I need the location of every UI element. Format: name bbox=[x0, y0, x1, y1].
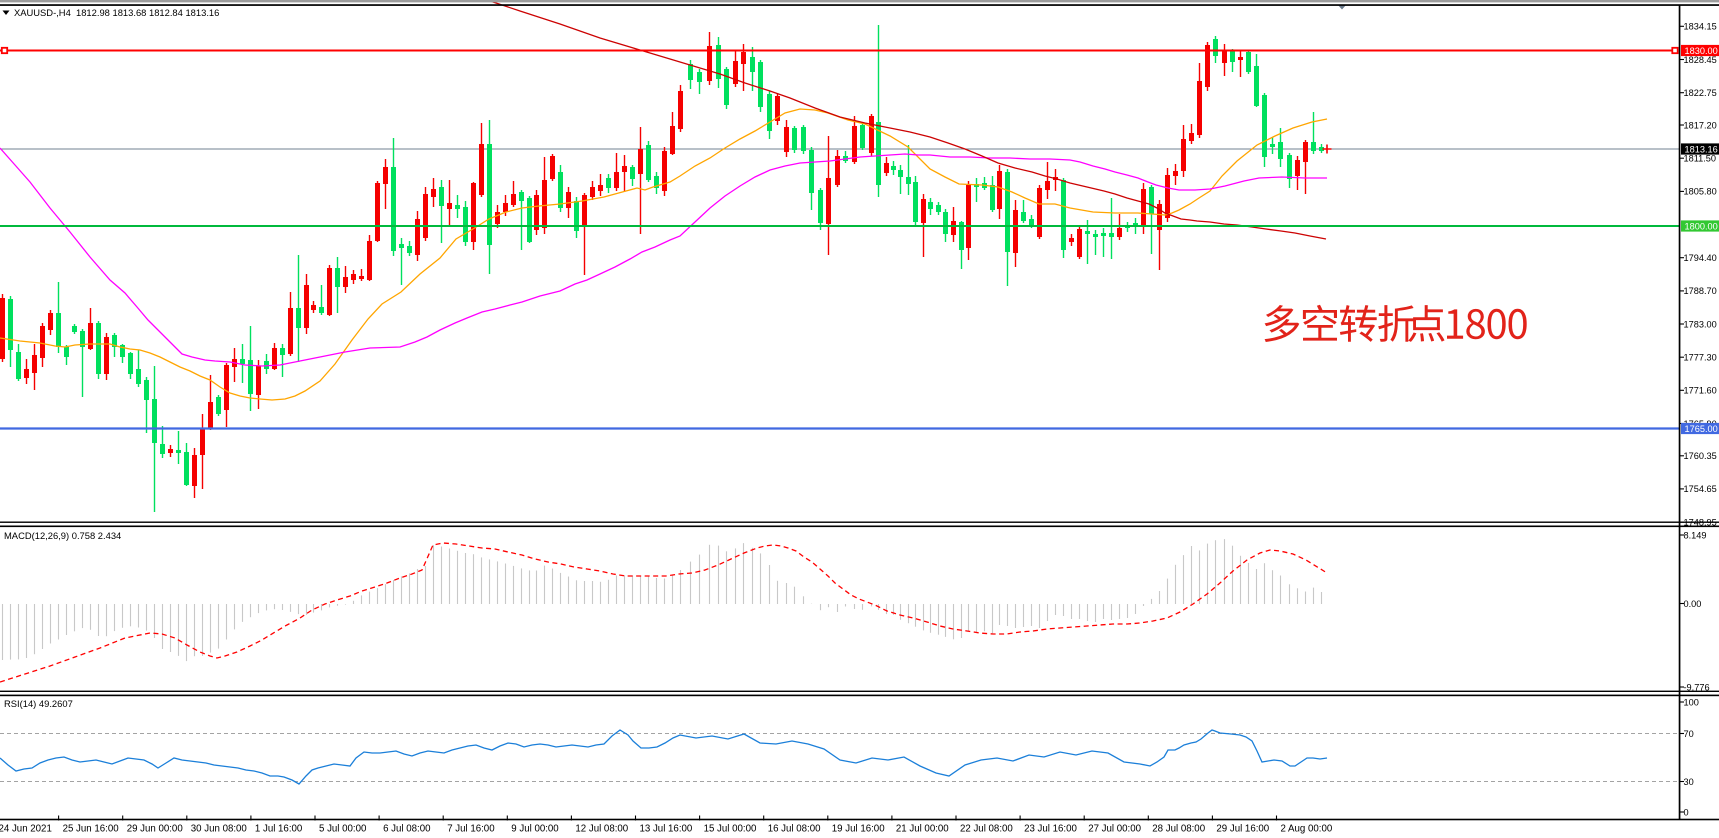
svg-text:MACD(12,26,9) 0.758 2.434: MACD(12,26,9) 0.758 2.434 bbox=[4, 530, 121, 541]
svg-text:29 Jul 16:00: 29 Jul 16:00 bbox=[1216, 824, 1269, 835]
svg-text:1800.00: 1800.00 bbox=[1685, 221, 1718, 231]
svg-text:8.149: 8.149 bbox=[1684, 530, 1707, 540]
svg-text:1777.30: 1777.30 bbox=[1684, 353, 1717, 363]
svg-text:0.00: 0.00 bbox=[1684, 599, 1702, 609]
svg-text:0: 0 bbox=[1684, 807, 1689, 817]
svg-text:28 Jul 08:00: 28 Jul 08:00 bbox=[1152, 824, 1205, 835]
svg-text:21 Jul 00:00: 21 Jul 00:00 bbox=[896, 824, 949, 835]
svg-text:13 Jul 16:00: 13 Jul 16:00 bbox=[640, 824, 693, 835]
svg-text:1817.20: 1817.20 bbox=[1684, 120, 1717, 130]
svg-text:25 Jun 16:00: 25 Jun 16:00 bbox=[63, 824, 120, 835]
svg-text:29 Jun 00:00: 29 Jun 00:00 bbox=[127, 824, 184, 835]
svg-text:1765.00: 1765.00 bbox=[1685, 424, 1718, 434]
svg-text:6 Jul 08:00: 6 Jul 08:00 bbox=[383, 824, 431, 835]
svg-text:22 Jul 08:00: 22 Jul 08:00 bbox=[960, 824, 1013, 835]
svg-text:1754.65: 1754.65 bbox=[1684, 484, 1717, 494]
svg-text:100: 100 bbox=[1684, 697, 1699, 707]
svg-text:-9.776: -9.776 bbox=[1684, 682, 1710, 692]
svg-text:9 Jul 00:00: 9 Jul 00:00 bbox=[511, 824, 559, 835]
svg-text:1805.80: 1805.80 bbox=[1684, 187, 1717, 197]
svg-text:1748.95: 1748.95 bbox=[1684, 517, 1717, 527]
svg-text:1822.75: 1822.75 bbox=[1684, 88, 1717, 98]
svg-text:15 Jul 00:00: 15 Jul 00:00 bbox=[704, 824, 757, 835]
svg-text:1771.60: 1771.60 bbox=[1684, 386, 1717, 396]
svg-text:16 Jul 08:00: 16 Jul 08:00 bbox=[768, 824, 821, 835]
svg-text:1783.00: 1783.00 bbox=[1684, 319, 1717, 329]
svg-text:1828.45: 1828.45 bbox=[1684, 55, 1717, 65]
svg-text:XAUUSD-,H4 1812.98 1813.68 18: XAUUSD-,H4 1812.98 1813.68 1812.84 1813.… bbox=[14, 7, 219, 18]
svg-text:12 Jul 08:00: 12 Jul 08:00 bbox=[575, 824, 628, 835]
svg-text:19 Jul 16:00: 19 Jul 16:00 bbox=[832, 824, 885, 835]
svg-text:30: 30 bbox=[1684, 777, 1694, 787]
svg-text:RSI(14) 49.2607: RSI(14) 49.2607 bbox=[4, 698, 73, 709]
svg-text:2 Aug 00:00: 2 Aug 00:00 bbox=[1281, 824, 1333, 835]
svg-text:7 Jul 16:00: 7 Jul 16:00 bbox=[447, 824, 495, 835]
svg-text:1834.15: 1834.15 bbox=[1684, 22, 1717, 32]
svg-text:1830.00: 1830.00 bbox=[1685, 46, 1718, 56]
svg-text:1811.50: 1811.50 bbox=[1684, 154, 1717, 164]
svg-text:1 Jul 16:00: 1 Jul 16:00 bbox=[255, 824, 303, 835]
svg-text:1788.70: 1788.70 bbox=[1684, 286, 1717, 296]
svg-text:23 Jul 16:00: 23 Jul 16:00 bbox=[1024, 824, 1077, 835]
svg-text:30 Jun 08:00: 30 Jun 08:00 bbox=[191, 824, 248, 835]
svg-text:70: 70 bbox=[1684, 729, 1694, 739]
svg-text:1760.35: 1760.35 bbox=[1684, 451, 1717, 461]
svg-text:24 Jun 2021: 24 Jun 2021 bbox=[0, 824, 52, 835]
svg-text:1813.16: 1813.16 bbox=[1685, 144, 1718, 154]
svg-text:5 Jul 00:00: 5 Jul 00:00 bbox=[319, 824, 367, 835]
svg-text:27 Jul 00:00: 27 Jul 00:00 bbox=[1088, 824, 1141, 835]
svg-text:1794.40: 1794.40 bbox=[1684, 253, 1717, 263]
